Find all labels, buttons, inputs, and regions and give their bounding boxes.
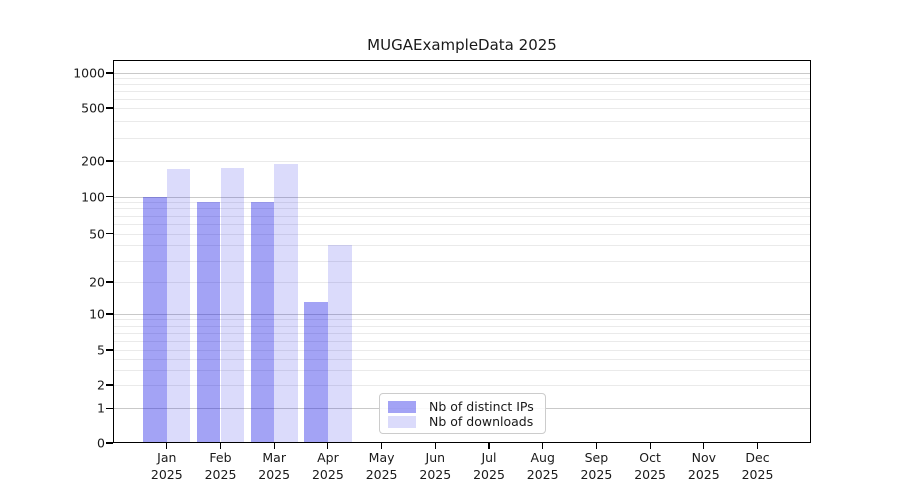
gridline-minor bbox=[113, 98, 811, 100]
y-tick-label: 100 bbox=[81, 189, 105, 204]
bar-distinct-ips-feb bbox=[196, 202, 221, 443]
x-tick-mark bbox=[542, 443, 544, 449]
gridline-major bbox=[113, 282, 811, 283]
y-tick-mark bbox=[106, 232, 113, 235]
y-tick-mark bbox=[106, 349, 113, 351]
gridline-minor bbox=[113, 332, 811, 334]
gridline-minor bbox=[113, 137, 811, 139]
gridline-minor bbox=[113, 340, 811, 342]
gridline-minor bbox=[113, 358, 811, 360]
gridline-minor bbox=[113, 223, 811, 225]
y-tick-label: 20 bbox=[89, 274, 105, 290]
x-tick-mark bbox=[649, 443, 651, 449]
bar-downloads-feb bbox=[220, 167, 245, 443]
gridline-major bbox=[113, 161, 811, 162]
x-tick-label-may: May 2025 bbox=[365, 450, 398, 482]
bar-distinct-ips-mar bbox=[250, 202, 275, 443]
y-tick-label: 10 bbox=[89, 306, 105, 322]
y-tick-mark bbox=[106, 313, 113, 315]
y-tick-mark bbox=[106, 107, 113, 109]
x-tick-label-dec: Dec 2025 bbox=[741, 450, 774, 482]
legend-swatch-downloads bbox=[388, 415, 416, 428]
gridline-major bbox=[113, 233, 811, 235]
x-tick-label-feb: Feb 2025 bbox=[204, 450, 237, 482]
y-tick-mark bbox=[106, 384, 113, 386]
y-tick-label: 2 bbox=[97, 377, 105, 393]
x-tick-mark bbox=[273, 443, 275, 449]
y-tick-mark bbox=[106, 195, 113, 198]
y-tick-label: 5 bbox=[97, 342, 105, 358]
gridline-major bbox=[113, 314, 811, 315]
y-tick-label: 1000 bbox=[73, 65, 105, 81]
x-tick-label-mar: Mar 2025 bbox=[258, 450, 291, 482]
x-tick-mark bbox=[327, 443, 329, 449]
x-tick-label-nov: Nov 2025 bbox=[687, 450, 720, 482]
x-tick-label-apr: Apr 2025 bbox=[311, 450, 344, 482]
x-tick-label-jun: Jun 2025 bbox=[419, 450, 452, 482]
gridline-major bbox=[113, 108, 811, 109]
gridline-minor bbox=[113, 208, 811, 210]
x-tick-mark bbox=[703, 443, 705, 449]
gridline-minor bbox=[113, 215, 811, 217]
x-tick-label-aug: Aug 2025 bbox=[526, 450, 559, 482]
x-tick-label-oct: Oct 2025 bbox=[634, 450, 666, 482]
chart-title: MUGAExampleData 2025 bbox=[367, 36, 557, 54]
gridline-major bbox=[113, 385, 811, 386]
y-tick-mark bbox=[106, 72, 113, 74]
x-tick-mark bbox=[381, 443, 383, 449]
legend-label-distinct-ips: Nb of distinct IPs bbox=[429, 399, 534, 414]
bar-downloads-apr bbox=[327, 245, 352, 443]
y-tick-mark bbox=[106, 281, 113, 283]
gridline-minor bbox=[113, 120, 811, 122]
x-tick-mark bbox=[434, 443, 436, 449]
y-tick-mark bbox=[106, 442, 113, 444]
x-tick-mark bbox=[166, 443, 168, 449]
gridline-minor bbox=[113, 84, 811, 86]
y-tick-mark bbox=[106, 407, 113, 409]
gridline-major bbox=[113, 73, 811, 74]
y-tick-mark bbox=[106, 160, 113, 162]
gridline-minor bbox=[113, 245, 811, 247]
y-tick-label: 0 bbox=[97, 435, 105, 451]
legend-swatch-distinct-ips bbox=[388, 400, 416, 413]
legend-label-downloads: Nb of downloads bbox=[429, 414, 534, 429]
legend-item-distinct-ips: Nb of distinct IPs bbox=[388, 399, 537, 414]
gridline-major bbox=[113, 196, 811, 198]
legend-item-downloads: Nb of downloads bbox=[388, 414, 537, 429]
x-tick-label-jul: Jul 2025 bbox=[473, 450, 505, 482]
gridline-minor bbox=[113, 78, 811, 80]
gridline-minor bbox=[113, 202, 811, 204]
y-tick-label: 1 bbox=[97, 400, 105, 416]
gridline-minor bbox=[113, 369, 811, 371]
bar-downloads-mar bbox=[274, 163, 298, 443]
gridline-minor bbox=[113, 91, 811, 92]
bar-distinct-ips-apr bbox=[304, 301, 328, 443]
x-tick-mark bbox=[488, 443, 490, 449]
gridline-minor bbox=[113, 325, 811, 327]
x-tick-label-sep: Sep 2025 bbox=[580, 450, 613, 482]
gridline-minor bbox=[113, 260, 811, 262]
gridline-major bbox=[113, 350, 811, 351]
gridline-minor bbox=[113, 319, 811, 321]
x-tick-mark bbox=[219, 443, 222, 449]
bar-distinct-ips-jan bbox=[143, 196, 167, 443]
y-tick-label: 200 bbox=[81, 153, 105, 169]
y-tick-label: 50 bbox=[89, 226, 105, 241]
x-tick-mark bbox=[595, 443, 597, 449]
x-tick-mark bbox=[756, 443, 759, 449]
legend: Nb of distinct IPs Nb of downloads bbox=[379, 393, 546, 434]
y-tick-label: 500 bbox=[81, 100, 105, 116]
bar-downloads-jan bbox=[166, 169, 191, 443]
x-tick-label-jan: Jan 2025 bbox=[150, 450, 183, 482]
